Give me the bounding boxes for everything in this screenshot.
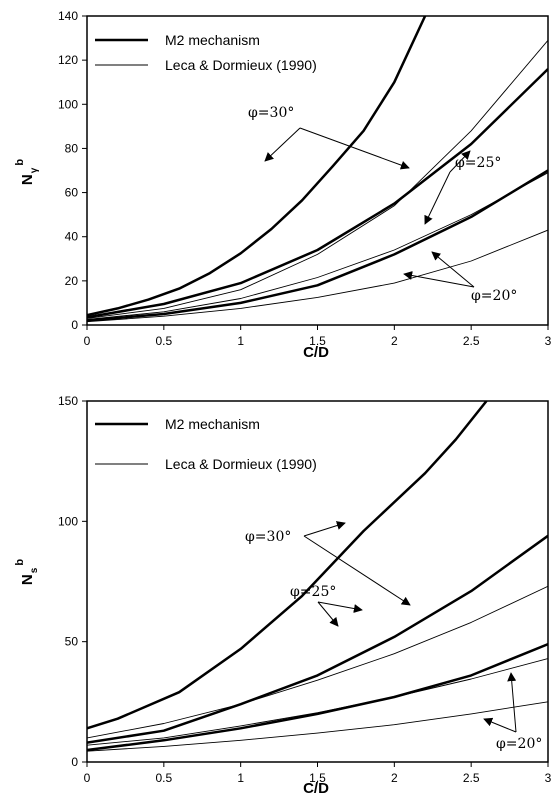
y-tick-label: 80 xyxy=(65,141,79,155)
annotations: φ=30° φ=25° φ=20° xyxy=(248,105,517,304)
y-tick-label: 140 xyxy=(58,9,78,23)
legend-label-m2: M2 mechanism xyxy=(165,416,260,432)
legend-label-leca: Leca & Dormieux (1990) xyxy=(165,456,317,472)
chart-n-s: 0 50 100 150 0 0.5 1 1.5 2 2.5 3 C/D Nsb M2 mecha… xyxy=(14,394,552,797)
annotation-phi-30: φ=30° xyxy=(248,105,294,121)
y-tick-label: 100 xyxy=(58,97,78,111)
x-tick-label: 1.5 xyxy=(309,771,326,785)
series-group xyxy=(87,401,548,752)
x-tick-label: 2.5 xyxy=(463,771,480,785)
plot-frame xyxy=(86,400,549,763)
arrow-phi-30-a xyxy=(303,521,346,537)
y-tick-label: 100 xyxy=(58,514,78,528)
arrow-phi-20-b xyxy=(483,717,517,733)
series-line-thin-5 xyxy=(87,229,548,323)
x-tick-label: 0 xyxy=(84,771,91,785)
series-line-thin-4 xyxy=(87,172,548,320)
series-line-thick-0 xyxy=(87,16,427,317)
y-tick-label: 150 xyxy=(58,394,78,408)
series-group xyxy=(87,16,548,323)
y-tick-label: 60 xyxy=(65,186,79,200)
arrow-phi-25-b xyxy=(317,601,363,613)
x-tick-label: 0.5 xyxy=(155,334,172,348)
series-line-thick-2 xyxy=(87,169,548,322)
x-tick-labels: 0 0.5 1 1.5 2 2.5 3 xyxy=(84,762,552,785)
legend: M2 mechanism Leca & Dormieux (1990) xyxy=(95,416,317,472)
annotation-phi-30: φ=30° xyxy=(245,529,291,545)
annotation-phi-20: φ=20° xyxy=(496,736,542,752)
y-tick-label: 50 xyxy=(65,635,79,649)
x-tick-label: 2.5 xyxy=(463,334,480,348)
x-tick-label: 3 xyxy=(545,771,552,785)
arrow-phi-30-b xyxy=(299,127,410,170)
arrow-phi-20-a xyxy=(431,251,475,288)
y-tick-label: 40 xyxy=(65,230,79,244)
legend: M2 mechanism Leca & Dormieux (1990) xyxy=(95,32,317,73)
series-line-thin-5 xyxy=(87,701,548,752)
series-line-thick-2 xyxy=(87,642,548,752)
x-tick-label: 0 xyxy=(84,334,91,348)
x-tick-label: 1 xyxy=(237,771,244,785)
x-tick-label: 2 xyxy=(391,334,398,348)
y-tick-label: 20 xyxy=(65,274,79,288)
legend-label-m2: M2 mechanism xyxy=(165,32,260,48)
y-axis-label: Nγb xyxy=(14,159,40,185)
series-line-thick-1 xyxy=(87,534,548,744)
chart-n-gamma: 0 20 40 60 80 100 120 140 0 0.5 1 1.5 2 2.5 3 C/D Nγb… xyxy=(14,9,552,361)
annotation-phi-25: φ=25° xyxy=(455,155,501,171)
annotation-phi-25: φ=25° xyxy=(290,584,336,600)
annotations: φ=30° φ=25° φ=20° xyxy=(245,521,542,752)
y-tick-labels: 0 50 100 150 xyxy=(58,394,87,769)
plot-frame xyxy=(86,15,549,326)
arrow-phi-20-a xyxy=(507,672,517,733)
annotation-phi-20: φ=20° xyxy=(471,288,517,304)
x-tick-label: 1.5 xyxy=(309,334,326,348)
arrow-phi-25-a xyxy=(317,601,339,627)
x-axis-label: C/D xyxy=(303,344,329,361)
x-tick-label: 0.5 xyxy=(155,771,172,785)
arrow-phi-25-a xyxy=(449,150,471,173)
series-line-thin-4 xyxy=(87,658,548,746)
series-line-thick-0 xyxy=(87,401,488,730)
series-line-thin-3 xyxy=(87,585,548,739)
y-axis-label: Nsb xyxy=(14,559,40,585)
y-tick-label: 0 xyxy=(71,755,78,769)
y-tick-label: 120 xyxy=(58,53,78,67)
y-tick-labels: 0 20 40 60 80 100 120 140 xyxy=(58,9,87,332)
arrow-phi-20-b xyxy=(403,271,475,288)
series-line-thin-3 xyxy=(87,40,548,319)
x-axis-label: C/D xyxy=(303,780,329,797)
arrow-phi-25-b xyxy=(424,171,451,225)
x-tick-label: 2 xyxy=(391,771,398,785)
x-tick-label: 3 xyxy=(545,334,552,348)
x-tick-label: 1 xyxy=(237,334,244,348)
arrow-phi-30-b xyxy=(303,535,411,606)
series-line-thick-1 xyxy=(87,68,548,319)
arrow-phi-30-a xyxy=(264,127,301,162)
legend-label-leca: Leca & Dormieux (1990) xyxy=(165,57,317,73)
y-tick-label: 0 xyxy=(71,318,78,332)
x-tick-labels: 0 0.5 1 1.5 2 2.5 3 xyxy=(84,325,552,348)
